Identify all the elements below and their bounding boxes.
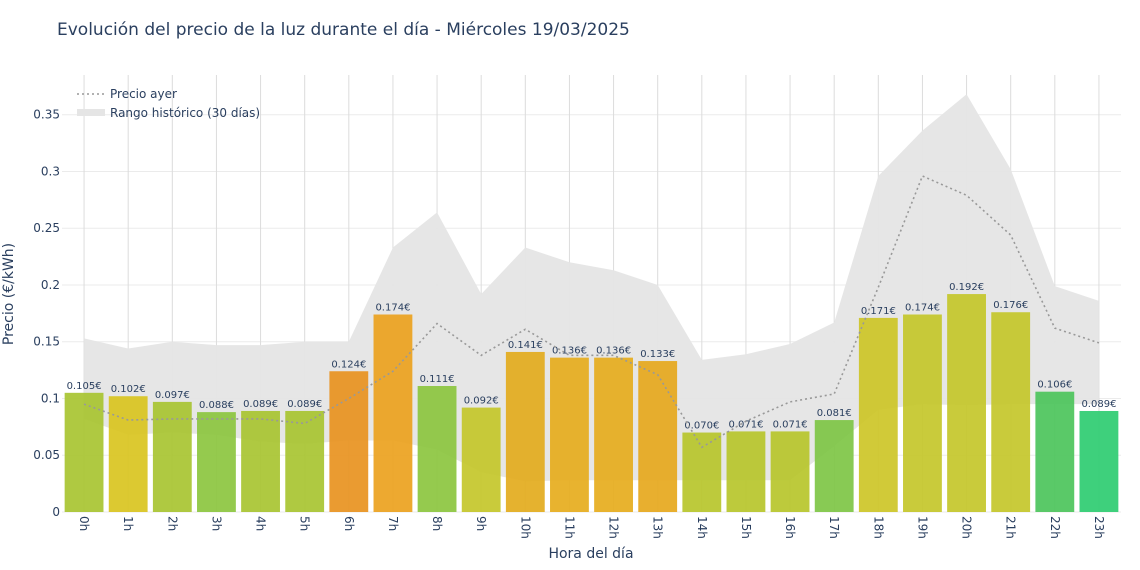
bar-label-8h: 0.111€ bbox=[420, 374, 455, 385]
bar-label-19h: 0.174€ bbox=[905, 302, 940, 313]
bar-label-17h: 0.081€ bbox=[817, 408, 852, 419]
bar-20h bbox=[947, 294, 986, 512]
bar-10h bbox=[505, 351, 545, 512]
historical-range-band bbox=[84, 94, 1099, 482]
bar-label-18h: 0.171€ bbox=[861, 306, 896, 317]
bar-21h bbox=[991, 312, 1031, 512]
yesterday-price-line bbox=[83, 174, 1100, 449]
x-tick-label: 16h bbox=[783, 516, 797, 539]
x-tick-label: 10h bbox=[518, 516, 532, 539]
bar-label-21h: 0.176€ bbox=[993, 300, 1028, 311]
bar-label-13h: 0.133€ bbox=[640, 349, 675, 360]
x-tick-label: 13h bbox=[651, 516, 665, 539]
bar-label-16h: 0.071€ bbox=[773, 419, 808, 430]
bar-9h bbox=[461, 407, 501, 512]
legend: Precio ayer Rango histórico (30 días) bbox=[77, 87, 260, 120]
bar-0h bbox=[64, 392, 104, 512]
y-tick-label: 0.1 bbox=[41, 391, 60, 405]
y-tick-labels: 0 0.05 0.1 0.15 0.2 0.25 0.3 0.35 bbox=[33, 108, 60, 519]
legend-swatch-range[interactable] bbox=[77, 109, 105, 116]
x-tick-label: 15h bbox=[739, 516, 753, 539]
y-tick-label: 0.15 bbox=[33, 335, 60, 349]
bars-group bbox=[64, 294, 1119, 512]
bar-label-11h: 0.136€ bbox=[552, 346, 587, 357]
x-tick-label: 14h bbox=[695, 516, 709, 539]
legend-label-yesterday[interactable]: Precio ayer bbox=[110, 87, 177, 101]
bar-label-14h: 0.070€ bbox=[684, 421, 719, 432]
x-tick-label: 17h bbox=[827, 516, 841, 539]
bar-labels-group: 0.105€ 0.102€ 0.097€ 0.088€ 0.089€ 0.089€ 0.12… bbox=[67, 282, 1117, 431]
bar-16h bbox=[770, 431, 810, 512]
x-tick-label: 1h bbox=[121, 516, 135, 531]
bar-8h bbox=[417, 386, 457, 512]
bar-19h bbox=[903, 314, 942, 512]
x-tick-label: 20h bbox=[960, 516, 974, 539]
y-tick-label: 0.2 bbox=[41, 278, 60, 292]
bar-label-10h: 0.141€ bbox=[508, 340, 543, 351]
x-tick-label: 3h bbox=[209, 516, 223, 531]
yesterday-line-group bbox=[83, 174, 1100, 449]
y-tick-label: 0.35 bbox=[33, 108, 60, 122]
bar-7h bbox=[373, 314, 413, 512]
x-axis-title: Hora del día bbox=[548, 546, 633, 562]
bar-4h bbox=[241, 410, 280, 512]
y-axis-title: Precio (€/kWh) bbox=[1, 243, 17, 345]
x-tick-label: 21h bbox=[1004, 516, 1018, 539]
bar-17h bbox=[814, 420, 854, 512]
bar-2h bbox=[152, 401, 192, 512]
y-tick-label: 0 bbox=[52, 505, 60, 519]
bar-6h bbox=[329, 371, 369, 512]
bar-5h bbox=[285, 410, 325, 512]
x-tick-label: 23h bbox=[1092, 516, 1106, 539]
bar-label-1h: 0.102€ bbox=[111, 384, 146, 395]
bar-label-22h: 0.106€ bbox=[1037, 380, 1072, 391]
x-tick-label: 8h bbox=[430, 516, 444, 531]
bar-label-20h: 0.192€ bbox=[949, 282, 984, 293]
y-tick-label: 0.3 bbox=[41, 164, 60, 178]
x-tick-label: 11h bbox=[562, 516, 576, 539]
x-tick-label: 19h bbox=[915, 516, 929, 539]
y-tick-label: 0.05 bbox=[33, 448, 60, 462]
bar-1h bbox=[108, 396, 148, 512]
x-tick-label: 6h bbox=[342, 516, 356, 531]
x-tick-label: 22h bbox=[1048, 516, 1062, 539]
bar-label-6h: 0.124€ bbox=[331, 359, 366, 370]
x-tick-label: 18h bbox=[871, 516, 885, 539]
x-tick-label: 2h bbox=[165, 516, 179, 531]
chart-title: Evolución del precio de la luz durante e… bbox=[57, 20, 630, 40]
bar-22h bbox=[1035, 391, 1075, 512]
x-tick-label: 0h bbox=[77, 516, 91, 531]
bar-label-3h: 0.088€ bbox=[199, 400, 234, 411]
bar-18h bbox=[858, 317, 898, 512]
x-tick-label: 9h bbox=[474, 516, 488, 531]
bar-label-4h: 0.089€ bbox=[243, 399, 278, 410]
bar-label-15h: 0.071€ bbox=[728, 419, 763, 430]
bar-label-5h: 0.089€ bbox=[287, 399, 322, 410]
x-tick-label: 7h bbox=[386, 516, 400, 531]
y-tick-label: 0.25 bbox=[33, 221, 60, 235]
bar-label-2h: 0.097€ bbox=[155, 390, 190, 401]
range-band-area bbox=[84, 94, 1099, 482]
bar-23h bbox=[1079, 410, 1119, 512]
bar-12h bbox=[594, 357, 633, 512]
x-tick-labels: 0h 1h 2h 3h 4h 5h 6h 7h 8h 9h 10h 11h 12h 13h 14h 15h 16… bbox=[77, 516, 1106, 539]
bar-label-9h: 0.092€ bbox=[464, 396, 499, 407]
bar-label-7h: 0.174€ bbox=[375, 302, 410, 313]
x-tick-label: 5h bbox=[298, 516, 312, 531]
x-tick-label: 4h bbox=[254, 516, 268, 531]
x-tick-label: 12h bbox=[607, 516, 621, 539]
bar-11h bbox=[550, 357, 589, 512]
legend-label-range[interactable]: Rango histórico (30 días) bbox=[110, 106, 260, 120]
bar-label-12h: 0.136€ bbox=[596, 346, 631, 357]
bar-13h bbox=[638, 361, 678, 512]
bar-label-23h: 0.089€ bbox=[1081, 399, 1116, 410]
bar-3h bbox=[197, 412, 236, 512]
bar-14h bbox=[682, 432, 722, 512]
bar-15h bbox=[726, 431, 766, 512]
bar-label-0h: 0.105€ bbox=[67, 381, 102, 392]
